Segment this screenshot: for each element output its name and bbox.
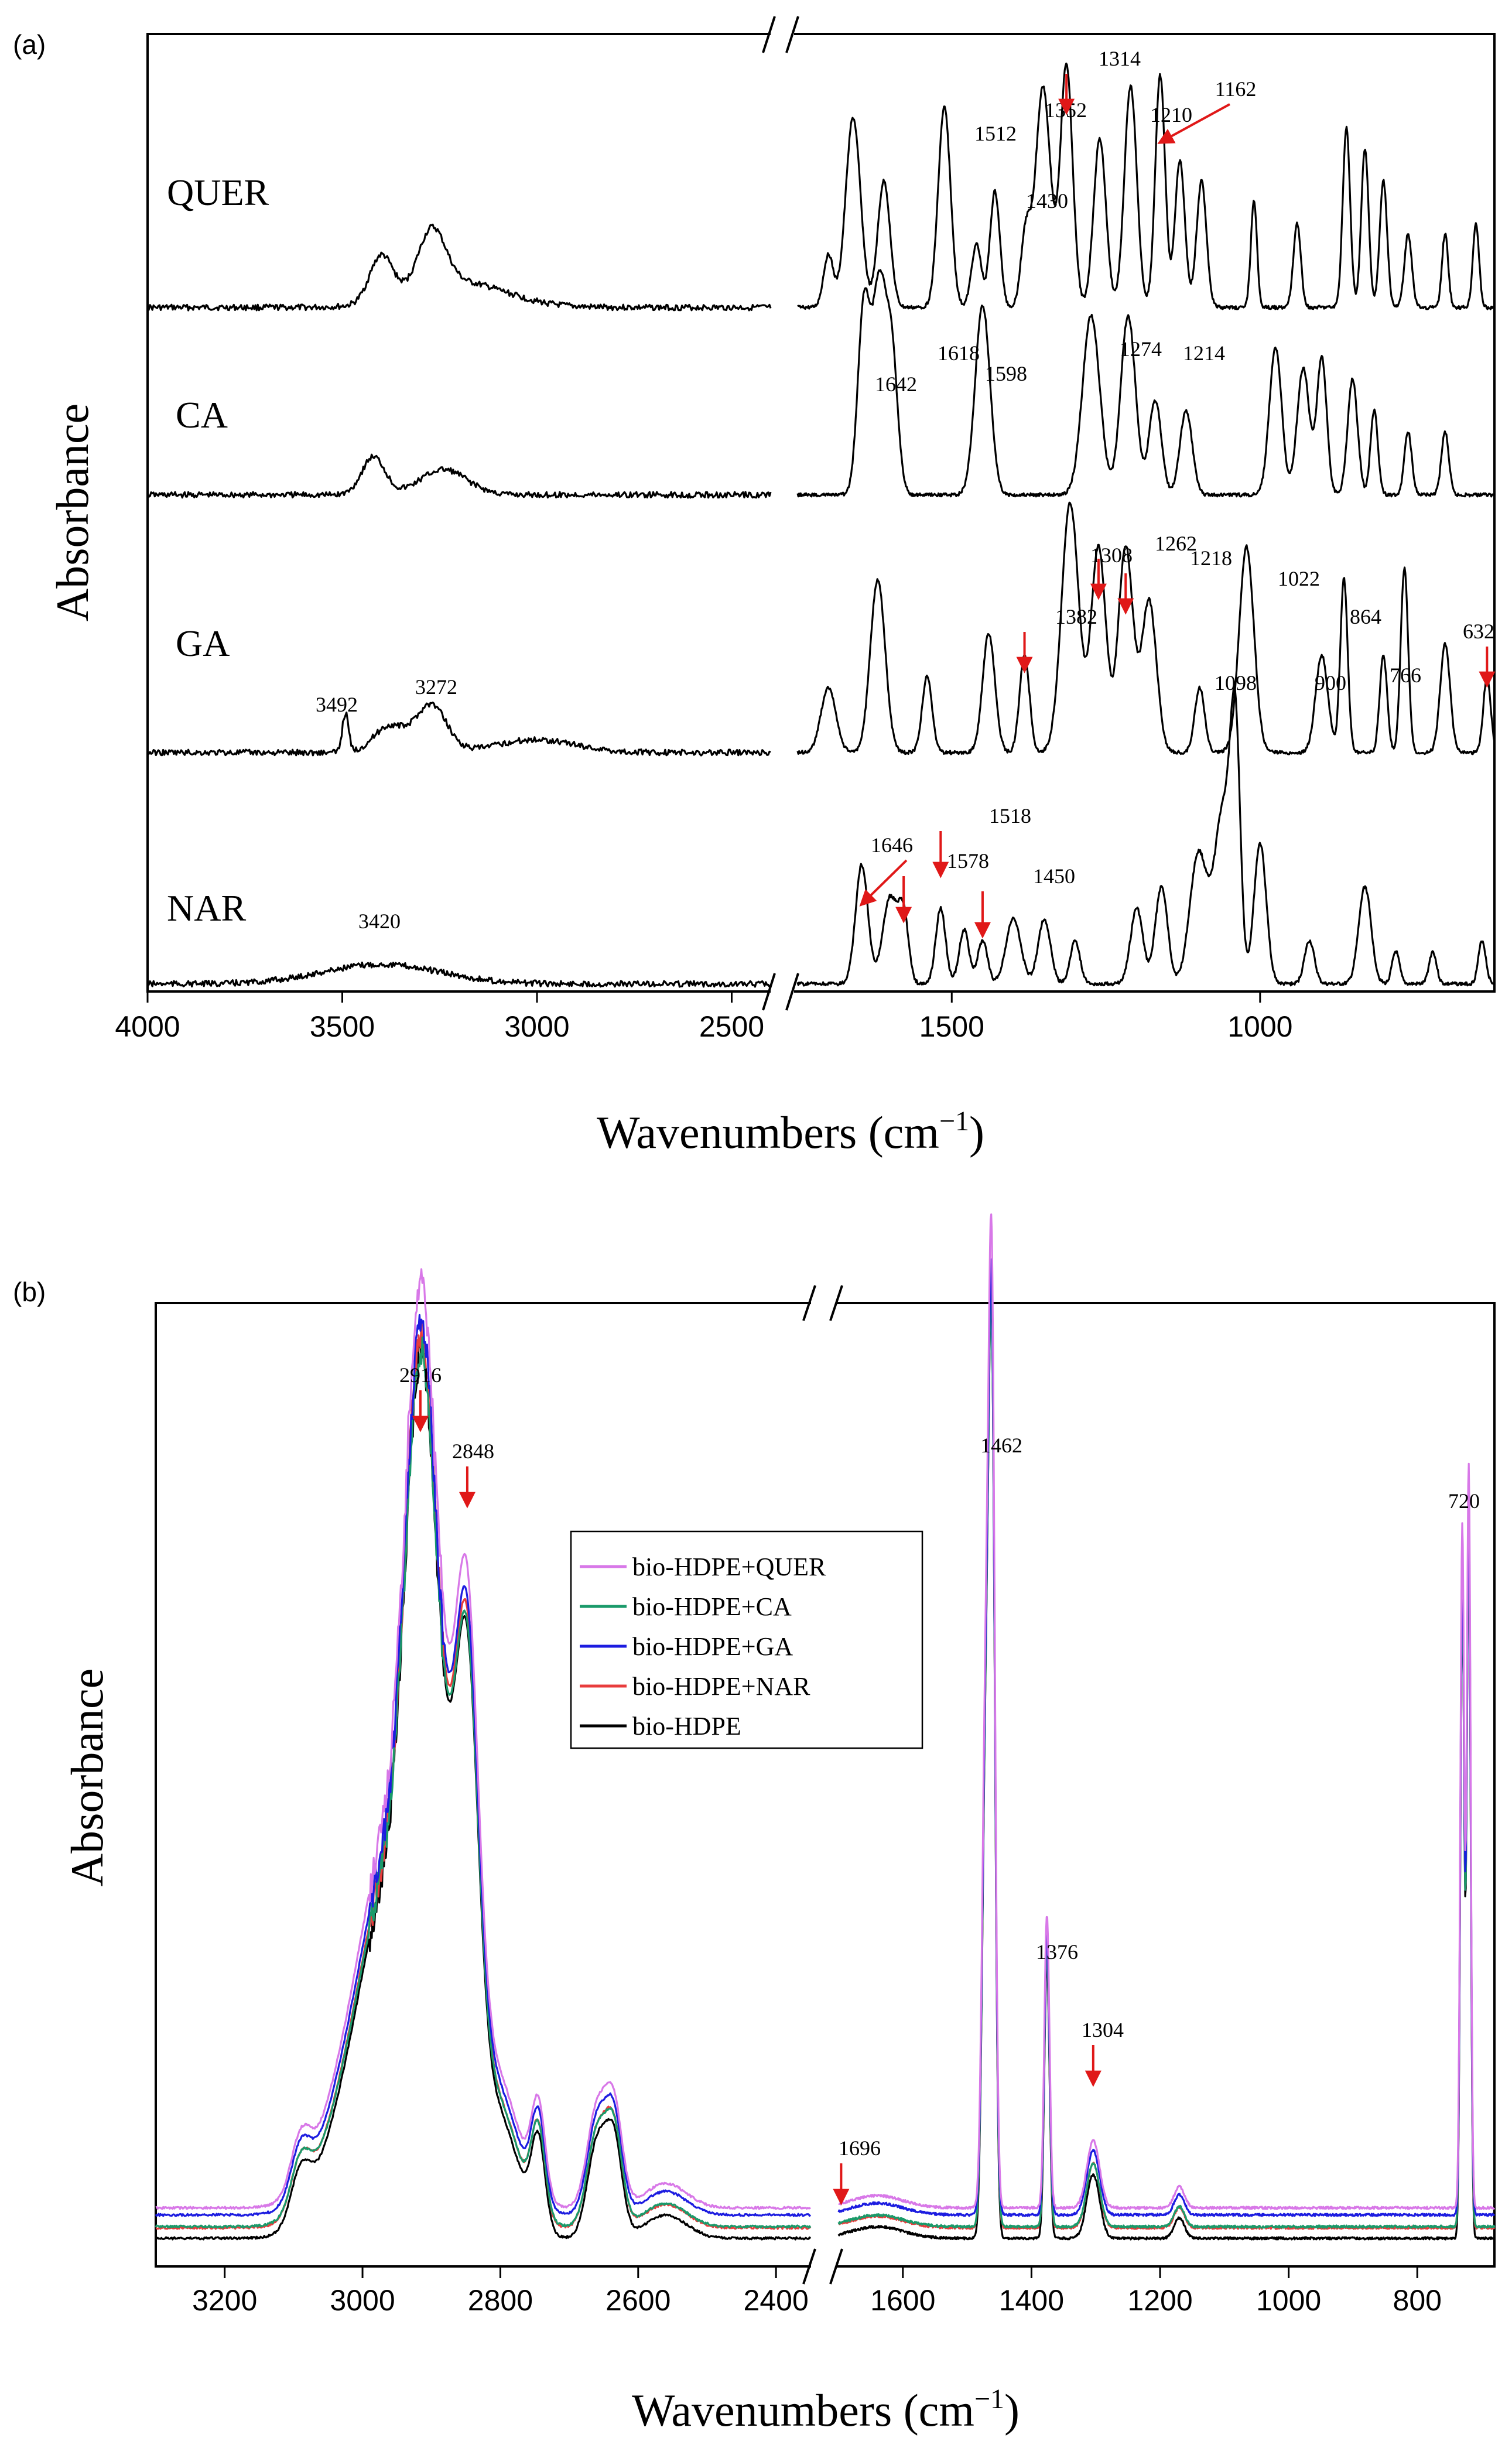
a-ann-632: 632	[1463, 620, 1494, 643]
a-ann-1218: 1218	[1190, 546, 1232, 570]
b-trace-bio-hdpe-ga-1	[837, 1258, 1495, 2217]
a-ann-3420: 3420	[358, 909, 401, 933]
panel-b: (b) 3200 3000 2800 2600 2400 1600 1400 1200 1000…	[13, 1213, 1496, 2436]
b-trace-bio-hdpe-nar-1	[838, 1271, 1495, 2230]
legend-label-1: bio-HDPE+CA	[632, 1592, 792, 1621]
a-arrow-1646	[859, 859, 908, 907]
panel-a-frame	[146, 33, 1496, 993]
a-ann-1646: 1646	[871, 833, 913, 857]
a-xtick-label-0: 4000	[115, 1010, 180, 1043]
panel-b-traces	[155, 1213, 1496, 2241]
b-xtick-label-1: 3000	[330, 2284, 395, 2317]
legend-label-0: bio-HDPE+QUER	[632, 1553, 826, 1581]
b-trace-bio-hdpe-ca-0	[155, 1336, 812, 2229]
b-trace-bio-hdpe-ca-1	[837, 1289, 1496, 2229]
a-ann-1262: 1262	[1155, 532, 1197, 555]
a-xtick-label-1: 3500	[310, 1010, 375, 1043]
a-ann-864: 864	[1350, 605, 1381, 628]
panel-b-label: (b)	[13, 1277, 46, 1307]
a-ann-1430: 1430	[1026, 189, 1068, 213]
panel-a-axis-break	[762, 16, 799, 1011]
panel-a: (a) 4000 3500 3000 2500 1500 1000 QUER CA GA NAR…	[13, 16, 1496, 1158]
a-trace-ga-0	[146, 701, 771, 757]
a-trace-quer-1	[797, 62, 1496, 310]
panel-b-ticks: 3200 3000 2800 2600 2400 1600 1400 1200 1000 800	[192, 2266, 1442, 2317]
panel-a-yaxis-title: Absorbance	[47, 404, 98, 622]
a-ann-1450: 1450	[1033, 864, 1075, 888]
panel-b-legend: bio-HDPE+QUER bio-HDPE+CA bio-HDPE+GA bio-H…	[570, 1530, 923, 1749]
b-trace-bio-hdpe-1	[837, 1291, 1495, 2241]
panel-a-label: (a)	[13, 29, 46, 60]
legend-box	[570, 1530, 923, 1749]
a-trace-nar-1	[796, 686, 1496, 987]
a-ann-1214: 1214	[1183, 341, 1225, 365]
b-xtick-label-7: 1200	[1127, 2284, 1192, 2317]
a-ann-766: 766	[1390, 664, 1421, 687]
b-trace-bio-hdpe-0	[155, 1337, 812, 2241]
panel-b-xaxis-title: Wavenumbers (cm−1)	[632, 2384, 1020, 2436]
a-trace-ca-0	[146, 453, 772, 499]
a-ann-1308: 1308	[1090, 543, 1133, 567]
a-ann-1618: 1618	[938, 341, 980, 365]
b-ann-1696: 1696	[839, 2136, 881, 2160]
a-ann-1578: 1578	[947, 849, 989, 873]
a-ann-1274: 1274	[1120, 337, 1162, 361]
a-trace-quer-0	[147, 223, 772, 312]
b-ann-1376: 1376	[1036, 1940, 1078, 1964]
a-trace-ga-1	[796, 501, 1496, 755]
panel-b-frame	[155, 1302, 1496, 2268]
a-xtick-label-5: 1000	[1227, 1010, 1292, 1043]
a-series-label-quer: QUER	[167, 172, 269, 213]
panel-a-series-labels: QUER CA GA NAR	[167, 172, 269, 929]
b-ann-1462: 1462	[980, 1434, 1022, 1457]
a-ann-900: 900	[1315, 671, 1346, 695]
a-trace-ca-1	[796, 269, 1496, 498]
b-trace-bio-hdpe-quer-1	[838, 1213, 1496, 2210]
a-xtick-label-4: 1500	[919, 1010, 984, 1043]
b-xtick-label-3: 2600	[606, 2284, 671, 2317]
a-ann-1642: 1642	[875, 372, 917, 396]
b-xtick-label-6: 1400	[999, 2284, 1064, 2317]
b-ann-720: 720	[1448, 1489, 1480, 1513]
panel-b-annotations: 2916 2848 1696 1462 1376 1304 720	[399, 1363, 1480, 2206]
panel-a-ticks: 4000 3500 3000 2500 1500 1000	[115, 991, 1292, 1043]
b-trace-bio-hdpe-quer-0	[155, 1268, 811, 2210]
a-series-label-ca: CA	[176, 394, 228, 436]
a-ann-1598: 1598	[985, 362, 1027, 385]
a-arrow-1162	[1157, 103, 1230, 144]
panel-a-annotations: 1512143013521314121011621642161815981274…	[316, 47, 1496, 939]
b-ann-2848: 2848	[452, 1440, 494, 1463]
a-series-label-ga: GA	[176, 623, 230, 664]
a-ann-1518: 1518	[989, 804, 1031, 828]
legend-label-2: bio-HDPE+GA	[632, 1632, 793, 1661]
a-ann-1512: 1512	[974, 122, 1017, 145]
b-ann-1304: 1304	[1082, 2018, 1124, 2042]
a-ann-3492: 3492	[316, 693, 358, 716]
a-ann-1162: 1162	[1215, 77, 1257, 101]
a-ann-1210: 1210	[1150, 103, 1192, 126]
a-xtick-label-2: 3000	[504, 1010, 569, 1043]
a-ann-1382: 1382	[1055, 605, 1097, 628]
b-ann-2916: 2916	[399, 1363, 442, 1387]
panel-a-xaxis-title: Wavenumbers (cm−1)	[597, 1106, 984, 1158]
a-ann-1098: 1098	[1215, 671, 1257, 695]
a-series-label-nar: NAR	[167, 887, 246, 929]
b-xtick-label-9: 800	[1393, 2284, 1442, 2317]
a-ann-1022: 1022	[1278, 567, 1320, 590]
b-xtick-label-5: 1600	[870, 2284, 935, 2317]
a-ann-1314: 1314	[1099, 47, 1141, 70]
a-ann-3272: 3272	[415, 675, 457, 699]
b-xtick-label-8: 1000	[1256, 2284, 1321, 2317]
legend-label-3: bio-HDPE+NAR	[632, 1672, 810, 1701]
b-xtick-label-2: 2800	[468, 2284, 533, 2317]
panel-b-axis-break	[802, 1285, 843, 2285]
b-xtick-label-0: 3200	[192, 2284, 257, 2317]
panel-a-traces	[146, 62, 1496, 988]
panel-b-yaxis-title: Absorbance	[61, 1668, 112, 1887]
b-xtick-label-4: 2400	[744, 2284, 809, 2317]
a-trace-nar-0	[147, 961, 772, 988]
legend-label-4: bio-HDPE	[632, 1712, 741, 1741]
a-xtick-label-3: 2500	[699, 1010, 764, 1043]
